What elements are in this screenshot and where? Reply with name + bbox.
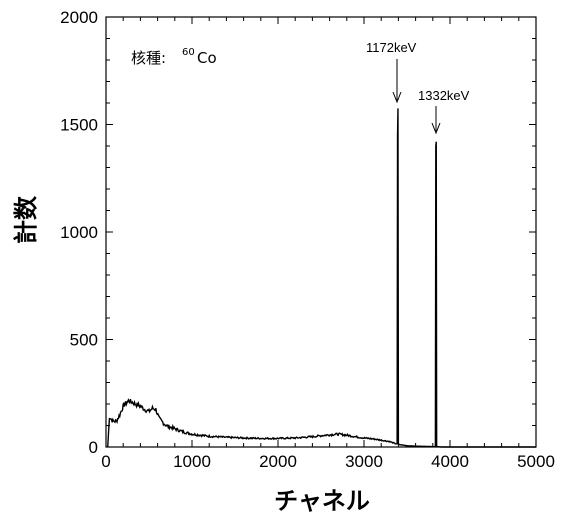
peak-arrowhead-1332: [431, 122, 441, 135]
peak-annotation-1332: 1332keV: [418, 88, 470, 135]
x-tick-label: 5000: [517, 452, 555, 471]
x-tick-label: 4000: [431, 452, 469, 471]
nuclide-prefix: 核種:: [131, 49, 166, 67]
plot-frame: [105, 16, 537, 448]
x-tick-label: 0: [101, 452, 110, 471]
x-axis-title: チャネル: [274, 487, 370, 515]
x-tick-label: 3000: [345, 452, 383, 471]
y-tick-label: 500: [70, 331, 98, 350]
nuclide-mass-number: 60: [182, 47, 195, 58]
peak-annotation-1172: 1172keV: [366, 40, 417, 104]
peak-arrowhead-1172: [392, 91, 402, 104]
y-tick-label: 1500: [60, 116, 98, 135]
y-tick-label: 2000: [60, 8, 98, 27]
nuclide-element: Co: [197, 49, 217, 67]
peak-label-1172: 1172keV: [366, 40, 417, 55]
y-tick-label: 0: [89, 438, 98, 457]
tick-group: [105, 16, 537, 448]
tick-label-group: 0 1000 2000 3000 4000 5000 0 500 1000 1500 2000: [60, 8, 555, 471]
spectrum-series-line: [107, 108, 536, 448]
x-tick-label: 1000: [173, 452, 211, 471]
y-axis-title: 計数: [12, 195, 40, 244]
peak-label-1332: 1332keV: [418, 88, 470, 103]
x-tick-label: 2000: [259, 452, 297, 471]
y-tick-label: 1000: [60, 223, 98, 242]
nuclide-label: 核種: 60 Co: [131, 47, 217, 67]
